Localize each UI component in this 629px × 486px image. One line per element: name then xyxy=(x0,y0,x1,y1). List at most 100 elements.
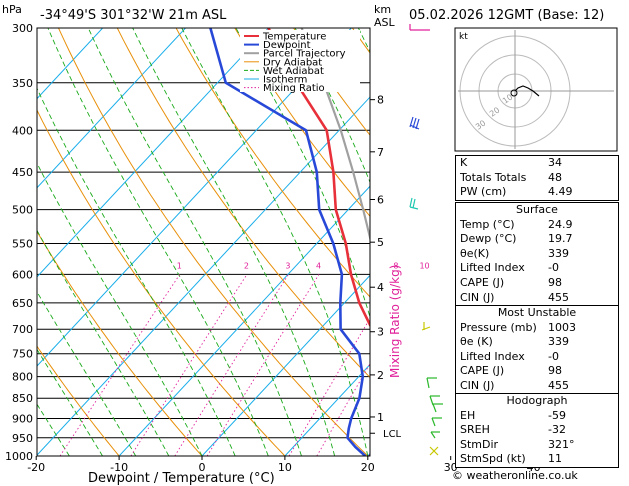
dry-adiabat-line xyxy=(37,345,120,456)
stat-label: Pressure (mb) xyxy=(460,320,537,334)
temperature-tick-label: -10 xyxy=(110,461,128,474)
legend-item-label: Temperature xyxy=(262,32,326,43)
stat-value: 98 xyxy=(548,275,562,289)
km-tick-label: 5 xyxy=(377,236,384,249)
stat-label: CIN (J) xyxy=(460,290,495,304)
stat-row: CIN (J) 455 xyxy=(456,379,618,394)
asl-label: ASL xyxy=(374,16,396,29)
hodo-units: kt xyxy=(459,32,468,42)
dry-adiabat-line xyxy=(234,28,370,218)
isotherm-line xyxy=(37,28,352,367)
temperature-axis: -30-20-10010203040 xyxy=(27,456,541,474)
barb-surface xyxy=(429,446,439,456)
stat-label: CIN (J) xyxy=(460,378,495,392)
km-tick-label: 2 xyxy=(377,369,384,382)
temperature-tick-label: 30 xyxy=(444,461,458,474)
parcel-trajectory-line xyxy=(300,28,370,242)
stat-value: 339 xyxy=(548,246,569,260)
legend-item-label: Mixing Ratio xyxy=(263,83,325,94)
mixing-ratio-line xyxy=(174,274,289,456)
wet-adiabat-line xyxy=(37,229,170,456)
mixing-ratio-line xyxy=(130,274,248,456)
wet-adiabat-line xyxy=(47,28,269,456)
barb-700 xyxy=(421,322,431,331)
mixing-ratio-label: 1 xyxy=(177,261,182,270)
hodograph-frame xyxy=(454,27,618,152)
stat-value: 98 xyxy=(548,364,562,378)
stat-value: -32 xyxy=(548,423,566,437)
isotherm-line xyxy=(118,185,370,456)
section-title: Surface xyxy=(516,203,558,216)
location-title: -34°49'S 301°32'W 21m ASL xyxy=(40,8,227,23)
datetime-label: 05.02.2026 12GMT (Base: 12) xyxy=(409,8,604,23)
km-tick-label: 3 xyxy=(377,326,384,339)
stat-row: CAPE (J) 98 xyxy=(456,276,618,291)
pressure-tick-label: 300 xyxy=(12,22,33,35)
pressure-tick-label: 650 xyxy=(12,297,33,310)
stat-row: StmSpd (kt) 11 xyxy=(456,452,618,467)
wet-adiabat-line xyxy=(235,28,370,319)
isotherm-line xyxy=(37,96,370,456)
stat-label: K xyxy=(460,156,468,169)
stat-value: 34 xyxy=(548,156,562,169)
temperature-tick-label: 20 xyxy=(361,461,375,474)
surface-panel: Surface Temp (°C) 24.9 Dewp (°C) 19.7 θe(K… xyxy=(455,202,619,307)
stat-row: θe(K) 339 xyxy=(456,247,618,262)
stat-label: Totals Totals xyxy=(460,170,527,184)
dry-adiabat-line xyxy=(37,109,286,456)
stat-value: 11 xyxy=(548,452,562,466)
stat-label: Temp (°C) xyxy=(460,217,515,231)
isotherm-line xyxy=(37,28,186,189)
stat-value: -59 xyxy=(548,408,566,422)
dry-adiabat-line xyxy=(175,28,370,298)
pressure-tick-label: 350 xyxy=(12,77,33,90)
km-axis: 8 7 6 5 4 3 2 1 LCL xyxy=(370,94,402,440)
pressure-tick-label: 500 xyxy=(12,204,33,217)
pressure-tick-label: 850 xyxy=(12,392,33,405)
stat-value: 4.49 xyxy=(548,185,573,199)
wet-adiabat-line xyxy=(37,403,70,456)
stat-value: 455 xyxy=(548,290,569,304)
stat-row: Lifted Index -0 xyxy=(456,261,618,276)
dry-adiabat-line xyxy=(37,230,203,456)
mixing-ratio-label: 4 xyxy=(316,261,321,270)
stat-label: Lifted Index xyxy=(460,261,525,275)
mixing-ratio-axis-label: Mixing Ratio (g/kg) xyxy=(388,265,402,378)
legend-item-label: Wet Adiabat xyxy=(263,66,324,77)
mixing-ratio-label: 2 xyxy=(244,261,249,270)
dry-adiabat-line xyxy=(116,28,370,379)
temperature-tick-label: -20 xyxy=(27,461,45,474)
hodograph-stats-panel: Hodograph EH -59 SREH -32 StmDir 321° StmSp… xyxy=(455,393,619,468)
dry-adiabat-line xyxy=(58,28,369,456)
isotherm-line xyxy=(201,274,370,456)
units-label: hPa xyxy=(2,3,22,16)
stat-row: StmDir 321° xyxy=(456,438,618,453)
stat-label: SREH xyxy=(460,423,490,437)
stat-value: 321° xyxy=(548,437,575,451)
pressure-tick-label: 450 xyxy=(12,166,33,179)
stat-row-totals: Totals Totals 48 xyxy=(456,171,618,186)
temperature-tick-label: 10 xyxy=(278,461,292,474)
stat-row: CIN (J) 455 xyxy=(456,291,618,306)
legend-item-label: Parcel Trajectory xyxy=(263,49,346,60)
stat-row-k: K 34 xyxy=(456,156,618,171)
stat-row: CAPE (J) 98 xyxy=(456,364,618,379)
most-unstable-panel: Most Unstable Pressure (mb) 1003 θe (K) 33… xyxy=(455,305,619,395)
km-label: km xyxy=(374,3,391,16)
km-tick-label: 8 xyxy=(377,94,384,107)
stat-row: SREH -32 xyxy=(456,423,618,438)
copyright-footer: © weatheronline.co.uk xyxy=(452,469,578,482)
lcl-label: LCL xyxy=(383,429,402,440)
stat-label: Lifted Index xyxy=(460,349,525,363)
legend-item-label: Dry Adiabat xyxy=(263,57,322,68)
km-tick-label: 7 xyxy=(377,146,384,159)
wet-adiabat-line xyxy=(294,28,370,184)
mixing-ratio-line xyxy=(316,362,370,456)
pressure-tick-label: 800 xyxy=(12,371,33,384)
stat-row: θe (K) 339 xyxy=(456,335,618,350)
stat-label: θe (K) xyxy=(460,335,493,349)
temperature-line xyxy=(267,28,370,328)
x-axis-label: Dewpoint / Temperature (°C) xyxy=(88,471,275,486)
pressure-tick-label: 950 xyxy=(12,432,33,445)
